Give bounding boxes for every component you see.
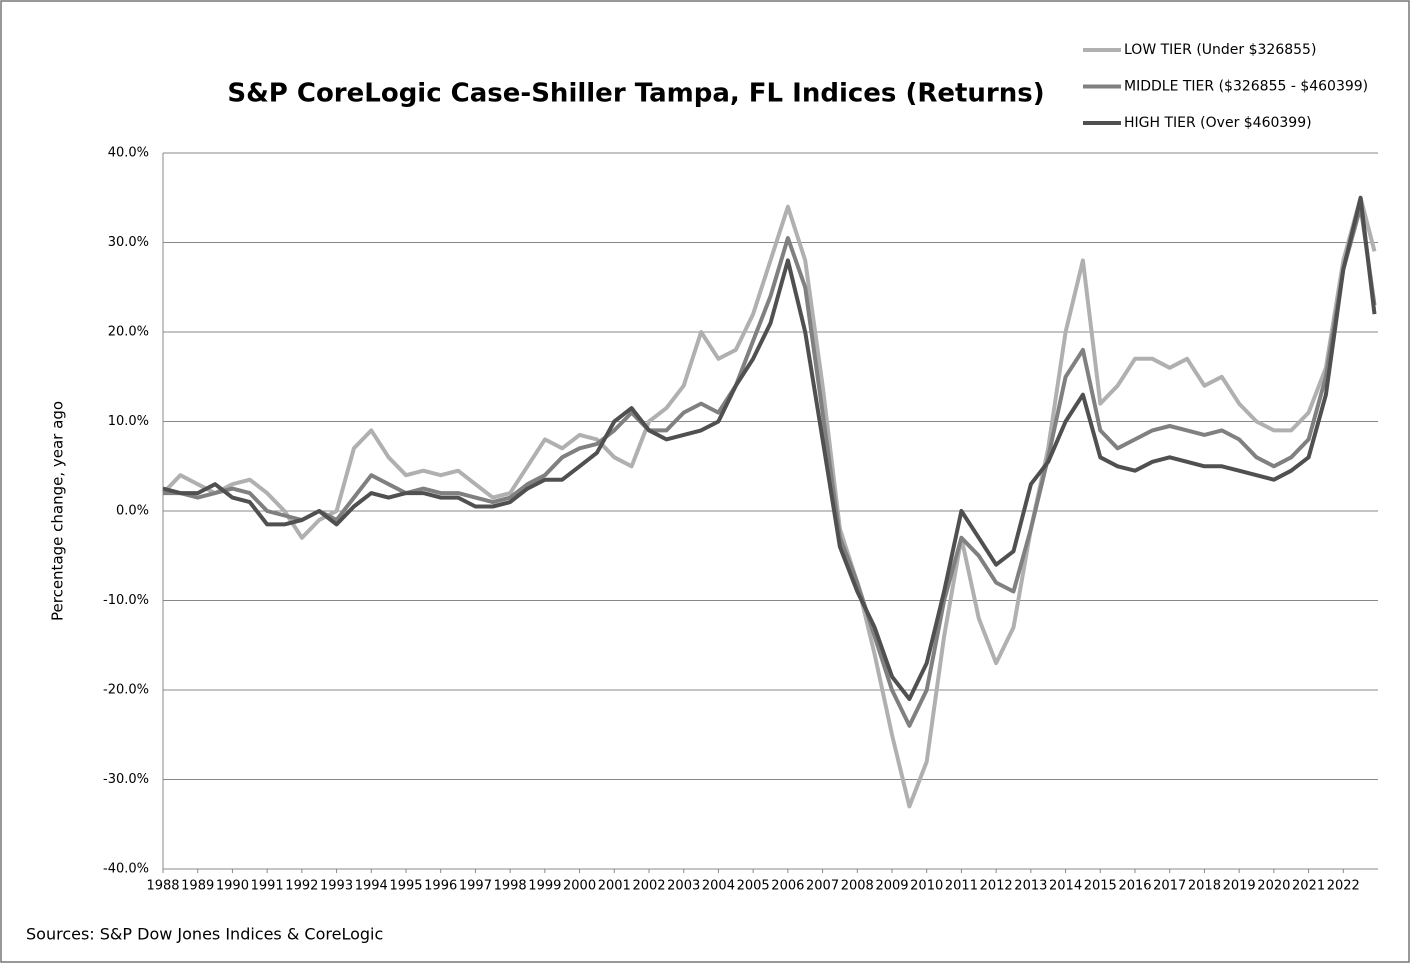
x-tick-label: 2018 [1188, 879, 1221, 894]
x-tick-label: 1999 [528, 879, 561, 894]
legend-label: LOW TIER (Under $326855) [1124, 42, 1316, 58]
source-note: Sources: S&P Dow Jones Indices & CoreLog… [26, 925, 383, 944]
x-tick-label: 2021 [1292, 879, 1325, 894]
x-tick-label: 1991 [251, 879, 284, 894]
x-tick-label: 1989 [181, 879, 214, 894]
x-tick-label: 2019 [1223, 879, 1256, 894]
x-tick-label: 2006 [771, 879, 804, 894]
x-tick-label: 1988 [146, 879, 179, 894]
x-tick-label: 1993 [320, 879, 353, 894]
x-tick-label: 2005 [737, 879, 770, 894]
x-tick-label: 1994 [355, 879, 388, 894]
x-tick-label: 2013 [1014, 879, 1047, 894]
x-tick-label: 2008 [841, 879, 874, 894]
x-tick-label: 2012 [980, 879, 1013, 894]
y-tick-label: 30.0% [108, 235, 149, 250]
x-tick-label: 1997 [459, 879, 492, 894]
series-line [161, 195, 1377, 809]
x-tick-label: 2022 [1327, 879, 1360, 894]
y-tick-label: 0.0% [116, 504, 149, 519]
x-tick-label: 2015 [1084, 879, 1117, 894]
y-tick-label: 10.0% [108, 414, 149, 429]
x-tick-label: 1990 [216, 879, 249, 894]
y-axis-label: Percentage change, year ago [49, 401, 67, 621]
x-tick-label: 2007 [806, 879, 839, 894]
chart-title: S&P CoreLogic Case-Shiller Tampa, FL Ind… [227, 79, 1044, 109]
y-tick-label: -40.0% [103, 862, 149, 877]
x-tick-label: 1995 [389, 879, 422, 894]
x-tick-label: 1992 [285, 879, 318, 894]
x-tick-label: 1998 [494, 879, 527, 894]
legend: LOW TIER (Under $326855) MIDDLE TIER ($32… [1083, 42, 1368, 131]
x-tick-label: 2011 [945, 879, 978, 894]
series-line [162, 195, 1377, 701]
x-tick-label: 2020 [1257, 879, 1290, 894]
y-tick-label: -10.0% [103, 593, 149, 608]
y-tick-label: -20.0% [103, 683, 149, 698]
x-tick-label: 2002 [632, 879, 665, 894]
legend-label: MIDDLE TIER ($326855 - $460399) [1124, 79, 1368, 95]
x-tick-label: 2001 [598, 879, 631, 894]
legend-label: HIGH TIER (Over $460399) [1124, 115, 1312, 131]
x-tick-label: 2004 [702, 879, 735, 894]
x-tick-label: 2010 [910, 879, 943, 894]
series-line [163, 204, 1377, 728]
y-tick-label: 20.0% [108, 325, 149, 340]
x-tick-label: 2003 [667, 879, 700, 894]
x-tick-label: 2009 [875, 879, 908, 894]
y-tick-label: -30.0% [103, 772, 149, 787]
x-tick-label: 1996 [424, 879, 457, 894]
x-tick-label: 2014 [1049, 879, 1082, 894]
x-tick-label: 2016 [1118, 879, 1151, 894]
x-tick-label: 2017 [1153, 879, 1186, 894]
y-tick-label: 40.0% [108, 146, 149, 161]
x-tick-label: 2000 [563, 879, 596, 894]
